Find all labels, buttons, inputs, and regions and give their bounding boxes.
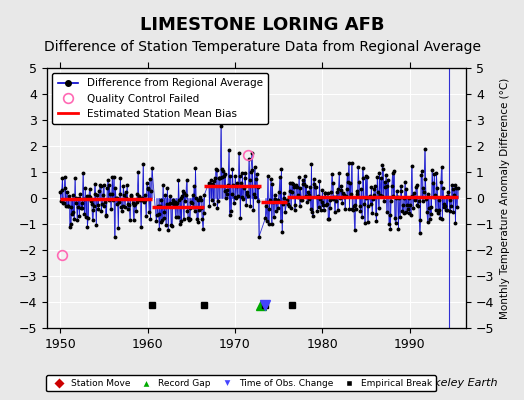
- Text: Berkeley Earth: Berkeley Earth: [416, 378, 498, 388]
- Legend: Difference from Regional Average, Quality Control Failed, Estimated Station Mean: Difference from Regional Average, Qualit…: [52, 73, 268, 124]
- Text: LIMESTONE LORING AFB: LIMESTONE LORING AFB: [140, 16, 384, 34]
- Y-axis label: Monthly Temperature Anomaly Difference (°C): Monthly Temperature Anomaly Difference (…: [500, 77, 510, 319]
- Legend: Station Move, Record Gap, Time of Obs. Change, Empirical Break: Station Move, Record Gap, Time of Obs. C…: [46, 375, 436, 392]
- Text: Difference of Station Temperature Data from Regional Average: Difference of Station Temperature Data f…: [43, 40, 481, 54]
